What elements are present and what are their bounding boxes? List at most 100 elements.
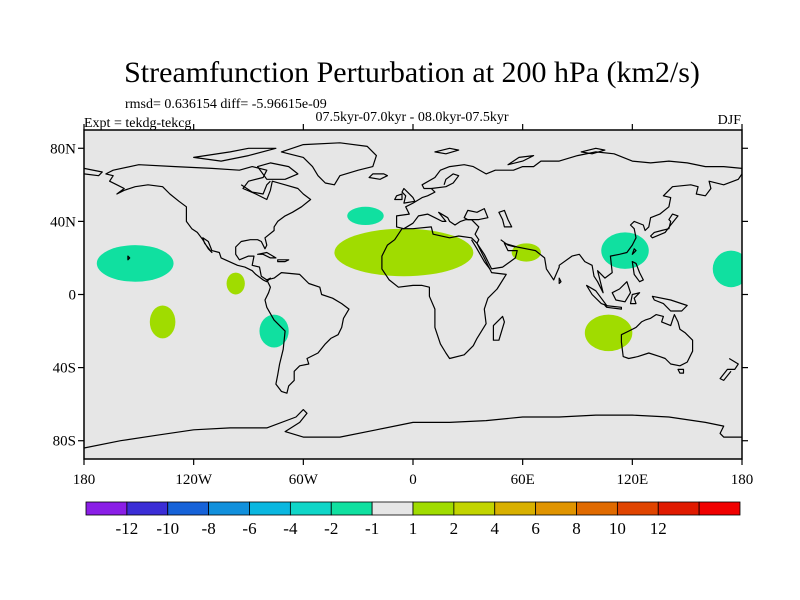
colorbar-swatch [208, 501, 250, 516]
coast-hudson-bay [240, 180, 271, 195]
coast-greenland [280, 142, 377, 186]
coast-sumatra [586, 284, 608, 307]
colorbar-swatch [698, 501, 741, 516]
coast-arctic-islands [193, 147, 277, 162]
coast-madagascar [492, 315, 505, 341]
anomaly-north-pacific-west-negative [712, 250, 742, 288]
coast-sulawesi [629, 292, 641, 305]
anomaly-eastern-pacific-positive [226, 272, 245, 295]
coast-japan [650, 213, 679, 239]
coast-red-sea [470, 239, 491, 270]
colorbar-label: -12 [116, 519, 139, 538]
colorbar-swatch [330, 501, 373, 516]
coast-persian-gulf [500, 239, 516, 248]
colorbar-label: 4 [491, 519, 500, 538]
coast-eurasia [396, 151, 742, 294]
coast-black-sea [463, 208, 489, 221]
colorbar-swatch [535, 501, 577, 516]
coast-new-guinea [651, 295, 688, 312]
anomaly-south-pacific-positive [149, 305, 176, 339]
coast-sri-lanka [558, 277, 562, 285]
colorbar-label: 1 [409, 519, 418, 538]
colorbar-label: 12 [650, 519, 667, 538]
colorbar-label: -8 [202, 519, 216, 538]
colorbar-swatch [371, 501, 414, 516]
coast-baffin [257, 162, 299, 180]
y-tick-label: 80N [50, 141, 76, 157]
y-tick-label: 0 [69, 288, 77, 304]
y-tick-label: 40S [53, 361, 76, 377]
season-label: DJF [718, 113, 742, 128]
coast-hispaniola [277, 259, 290, 263]
expt-label: Expt = tekdg-tekcg [84, 116, 191, 131]
coast-new-zealand [719, 357, 739, 381]
coast-north-america [105, 164, 312, 283]
colorbar-swatch [249, 501, 291, 516]
colorbar-swatch [453, 501, 496, 516]
colorbar: -12 -10 -8 -6 -4 -2 -1 1 2 4 6 8 10 12 [85, 501, 741, 538]
colorbar-swatch [657, 501, 700, 516]
coast-scandinavia-sea [431, 173, 460, 190]
colorbar-label: 2 [450, 519, 459, 538]
coast-great-britain [401, 187, 416, 204]
x-tick-label: 180 [73, 472, 96, 488]
anomaly-atlantic-mediterranean-positive [334, 228, 474, 277]
coastlines [84, 142, 742, 449]
colorbar-swatch [616, 501, 659, 516]
map-background [84, 130, 742, 459]
coast-africa [381, 226, 507, 360]
colorbar-swatch [289, 501, 332, 516]
colorbar-label: 8 [572, 519, 581, 538]
anomaly-south-atlantic-negative [259, 314, 289, 348]
colorbar-swatch [494, 501, 537, 516]
coast-iceland [368, 173, 388, 180]
chart-title: Streamfunction Perturbation at 200 hPa (… [124, 56, 700, 89]
colorbar-swatch [126, 501, 169, 516]
colorbar-label: -2 [324, 519, 338, 538]
anomaly-east-asia-negative [601, 232, 649, 269]
x-tick-label: 120W [175, 472, 213, 488]
coast-svalbard [434, 147, 460, 155]
coast-antarctica [84, 409, 742, 449]
x-tick-label: 180 [731, 472, 754, 488]
coast-tasmania [677, 368, 685, 374]
colorbar-label: 6 [531, 519, 540, 538]
coast-novaya-zemlya [507, 155, 535, 166]
coast-borneo [611, 281, 632, 303]
anomaly-indian-ocean-positive [584, 314, 633, 352]
anomaly-layer [96, 206, 742, 352]
coast-australia [620, 314, 694, 367]
axis-ticks: 180 120W 60W 0 60E 120E 180 80N 40N 0 40S 80S [50, 124, 753, 488]
coast-philippines [631, 261, 644, 283]
colorbar-label: -6 [242, 519, 256, 538]
coast-caspian [498, 209, 513, 228]
coast-cuba [257, 251, 277, 259]
coast-severnaya-zemlya [580, 147, 606, 155]
anomaly-north-atlantic-negative [347, 206, 384, 226]
x-tick-label: 0 [409, 472, 417, 488]
colorbar-swatch [576, 501, 618, 516]
anomaly-north-pacific-east-negative [96, 245, 174, 282]
coast-chukotka [84, 167, 103, 177]
colorbar-label: -10 [156, 519, 179, 538]
y-tick-label: 80S [53, 434, 76, 450]
coast-java [604, 304, 622, 310]
colorbar-swatch [412, 501, 455, 516]
colorbar-swatch [85, 501, 128, 516]
colorbar-label: 10 [609, 519, 626, 538]
x-tick-label: 120E [616, 472, 648, 488]
coast-ireland [394, 193, 403, 201]
stats-label: rmsd= 0.636154 diff= -5.96615e-09 [125, 97, 327, 112]
coast-taiwan [631, 248, 637, 255]
x-tick-label: 60E [511, 472, 535, 488]
x-tick-label: 60W [289, 472, 319, 488]
coast-hawaii [127, 255, 131, 261]
colorbar-swatch [167, 501, 210, 516]
period-label: 07.5kyr-07.0kyr - 08.0kyr-07.5kyr [315, 110, 508, 125]
colorbar-label: -4 [283, 519, 298, 538]
y-tick-label: 40N [50, 214, 76, 230]
colorbar-label: -1 [365, 519, 379, 538]
map-panel: 180 120W 60W 0 60E 120E 180 80N 40N 0 40S 80S [50, 124, 753, 488]
coast-south-america [264, 272, 350, 394]
